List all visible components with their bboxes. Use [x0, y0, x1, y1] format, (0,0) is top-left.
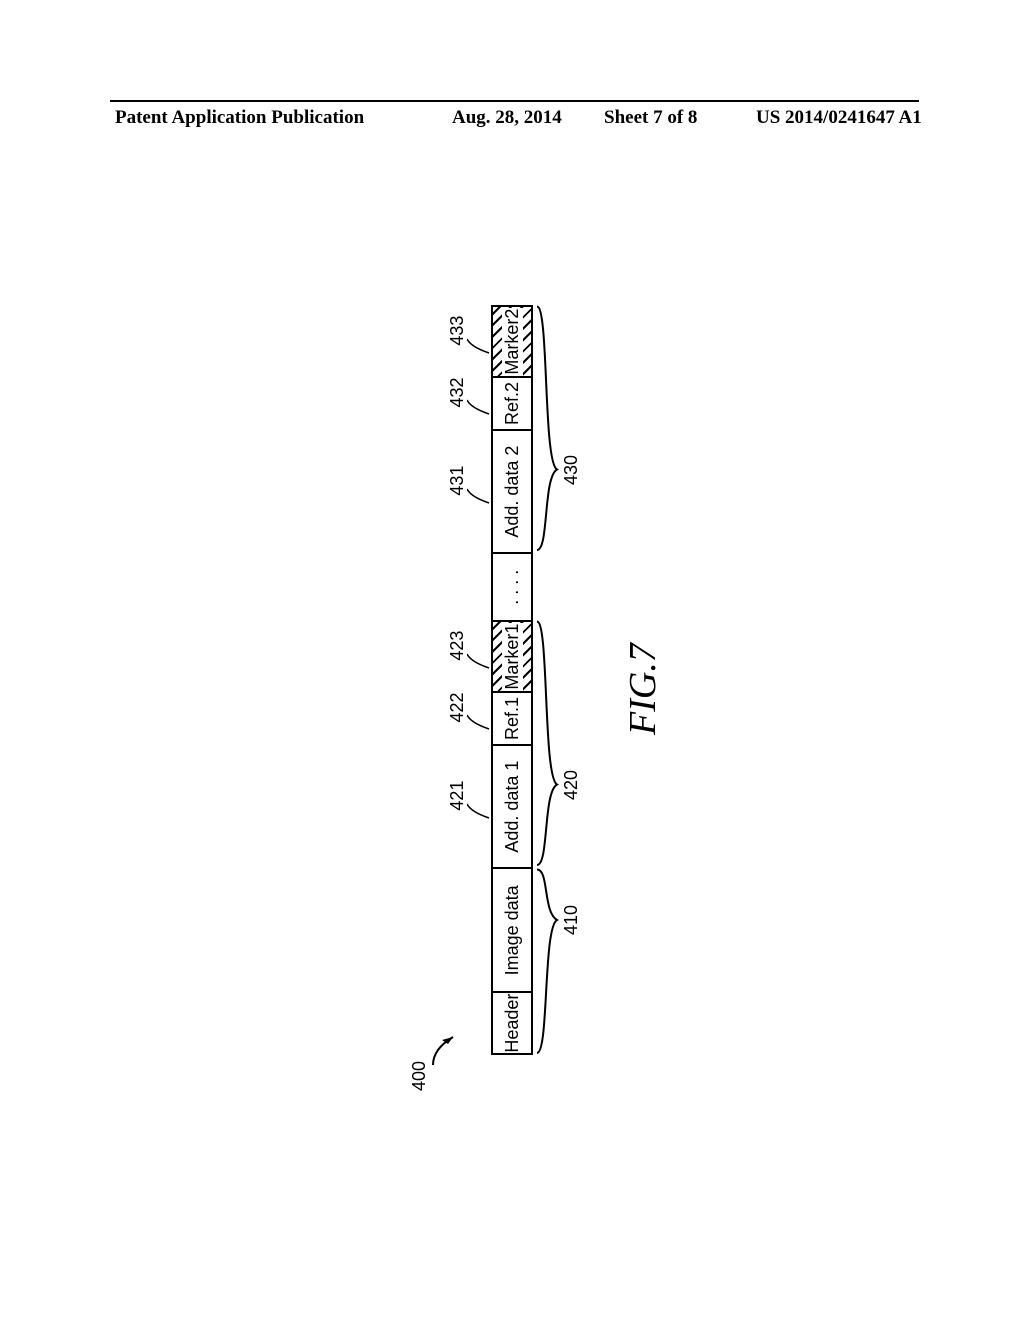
publication-label: Patent Application Publication — [115, 107, 364, 129]
segment-id-label: 421 — [447, 781, 468, 811]
header-divider — [110, 100, 919, 102]
curly-brace-icon — [535, 620, 565, 868]
segment-5: . . . . — [491, 553, 533, 621]
segment-label: . . . . — [502, 570, 523, 605]
segment-id-label: 432 — [447, 377, 468, 407]
group-id-label: 410 — [561, 905, 582, 935]
segment-label: Add. data 1 — [502, 761, 523, 853]
leader-line-icon — [467, 650, 491, 672]
figure-diagram: 400 HeaderImage dataAdd. data 1Ref.1Mark… — [491, 305, 533, 1055]
segment-id-label: 423 — [447, 631, 468, 661]
segment-label: Marker1 — [502, 623, 523, 691]
segment-label: Ref.1 — [502, 697, 523, 740]
leader-line-icon — [467, 485, 491, 507]
leader-line-icon — [467, 397, 491, 419]
segment-label: Header — [502, 994, 523, 1053]
sheet-number: Sheet 7 of 8 — [604, 107, 697, 129]
figure-label: FIG.7 — [621, 643, 665, 735]
segment-2: Add. data 1 — [491, 744, 533, 868]
group-id-label: 420 — [561, 770, 582, 800]
segment-label: Ref.2 — [502, 382, 523, 425]
segment-id-label: 422 — [447, 692, 468, 722]
segment-label: Add. data 2 — [502, 446, 523, 538]
publication-date: Aug. 28, 2014 — [452, 107, 562, 129]
segment-1: Image data — [491, 868, 533, 992]
segment-id-label: 431 — [447, 466, 468, 496]
leader-arrow-icon — [431, 1027, 463, 1067]
leader-line-icon — [467, 712, 491, 734]
segment-label: Marker2 — [502, 308, 523, 376]
segment-label: Image data — [502, 885, 523, 975]
segment-6: Add. data 2 — [491, 429, 533, 553]
publication-number: US 2014/0241647 A1 — [756, 107, 922, 129]
segment-7: Ref.2 — [491, 376, 533, 429]
segment-id-label: 433 — [447, 316, 468, 346]
segment-8: Marker2 — [491, 305, 533, 376]
segment-4: Marker1 — [491, 620, 533, 691]
curly-brace-icon — [535, 305, 565, 553]
group-id-label: 430 — [561, 455, 582, 485]
curly-brace-icon — [535, 868, 565, 1056]
segment-0: Header — [491, 991, 533, 1055]
leader-line-icon — [467, 800, 491, 822]
diagram-label-400: 400 — [409, 1061, 430, 1091]
segment-3: Ref.1 — [491, 691, 533, 744]
leader-line-icon — [467, 335, 491, 357]
